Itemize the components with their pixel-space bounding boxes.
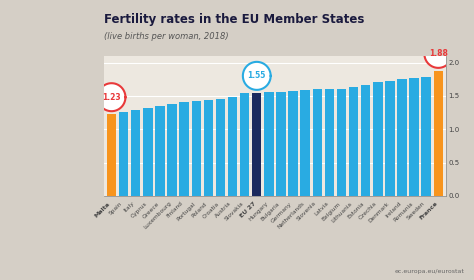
Bar [410,78,419,196]
Bar [288,91,298,196]
Bar [131,110,140,196]
Text: 1.88: 1.88 [429,49,448,58]
Bar [421,77,431,196]
Bar [373,82,383,196]
Bar [312,89,322,196]
Bar [301,90,310,196]
Bar [180,102,189,196]
Bar [155,106,164,196]
Bar [337,89,346,196]
Bar [167,104,177,196]
Text: (live births per woman, 2018): (live births per woman, 2018) [104,32,229,41]
Bar [349,87,358,196]
Bar [252,93,262,196]
Bar [107,114,116,196]
Bar [191,101,201,196]
Bar [264,92,273,196]
Bar [361,85,370,196]
Bar [385,81,395,196]
Polygon shape [98,83,126,111]
Bar [325,89,334,196]
Polygon shape [424,40,452,68]
Bar [397,79,407,196]
Bar [276,92,286,196]
Bar [143,108,153,196]
Bar [434,71,443,196]
Bar [216,99,225,196]
Text: 1.55: 1.55 [247,71,266,80]
Bar [240,93,249,196]
Bar [228,97,237,196]
Polygon shape [243,62,271,90]
Bar [119,112,128,196]
Text: Fertility rates in the EU Member States: Fertility rates in the EU Member States [104,13,365,25]
Text: ec.europa.eu/eurostat: ec.europa.eu/eurostat [395,269,465,274]
Bar [204,100,213,196]
Text: 1.23: 1.23 [102,93,121,102]
